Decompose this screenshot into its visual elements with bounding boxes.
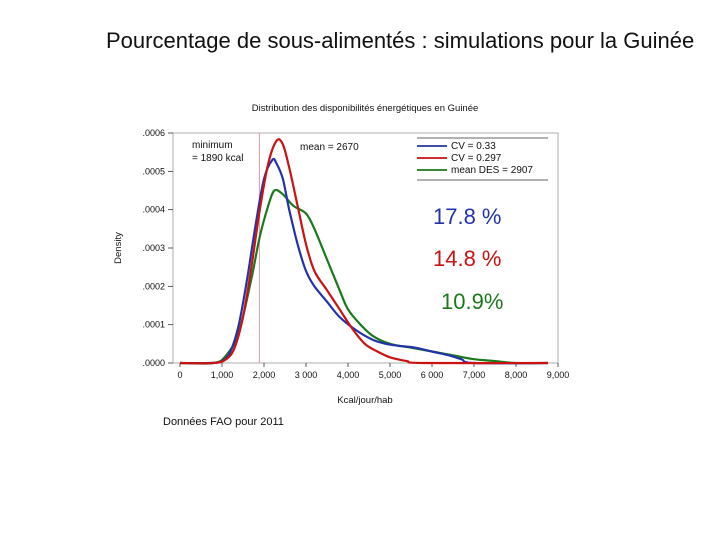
y-tick-label: .0001 <box>142 320 165 330</box>
density-chart: Distribution des disponibilités énergéti… <box>113 103 569 406</box>
x-tick-label: 4,000 <box>337 370 360 380</box>
x-tick-label: 2,000 <box>253 370 276 380</box>
y-tick-label: .0002 <box>142 281 165 291</box>
mean-annotation: mean = 2670 <box>300 142 359 153</box>
x-tick-label: 9,000 <box>547 370 570 380</box>
x-tick-label: 8,000 <box>505 370 528 380</box>
minimum-annotation-line1: minimum <box>192 140 233 151</box>
source-note: Données FAO pour 2011 <box>163 416 284 428</box>
x-tick-label: 1,000 <box>211 370 234 380</box>
legend-label: mean DES = 2907 <box>451 165 533 176</box>
x-tick-label: 6 000 <box>421 370 444 380</box>
y-tick-label: .0003 <box>142 243 165 253</box>
x-axis: 0 1,000 2,000 3 000 4,000 5,000 6 000 7,000 8,00… <box>177 363 569 380</box>
slide-title: Pourcentage de sous-alimentés : simulati… <box>106 28 695 53</box>
x-tick-label: 0 <box>177 370 182 380</box>
y-axis-label: Density <box>113 232 124 264</box>
y-axis: .0000 .0001 .0002 .0003 .0004 .0005 .0006 <box>142 128 173 368</box>
x-tick-label: 5,000 <box>379 370 402 380</box>
legend-label: CV = 0.33 <box>451 141 496 152</box>
legend-label: CV = 0.297 <box>451 153 502 164</box>
y-tick-label: .0006 <box>142 128 165 138</box>
chart-title: Distribution des disponibilités énergéti… <box>252 103 479 114</box>
x-tick-label: 3 000 <box>295 370 318 380</box>
result-percentage: 17.8 % <box>433 204 502 229</box>
minimum-annotation-line2: = 1890 kcal <box>192 153 243 164</box>
x-axis-label: Kcal/jour/hab <box>337 395 392 406</box>
y-tick-label: .0000 <box>142 358 165 368</box>
y-tick-label: .0004 <box>142 205 165 215</box>
result-percentage: 10.9% <box>441 289 503 314</box>
result-percentages: 17.8 % 14.8 % 10.9% <box>433 204 503 314</box>
density-curves <box>179 138 549 365</box>
x-tick-label: 7,000 <box>463 370 486 380</box>
series-line <box>179 188 549 365</box>
y-tick-label: .0005 <box>142 166 165 176</box>
series-line <box>179 138 549 365</box>
result-percentage: 14.8 % <box>433 246 502 271</box>
series-line <box>179 157 549 365</box>
